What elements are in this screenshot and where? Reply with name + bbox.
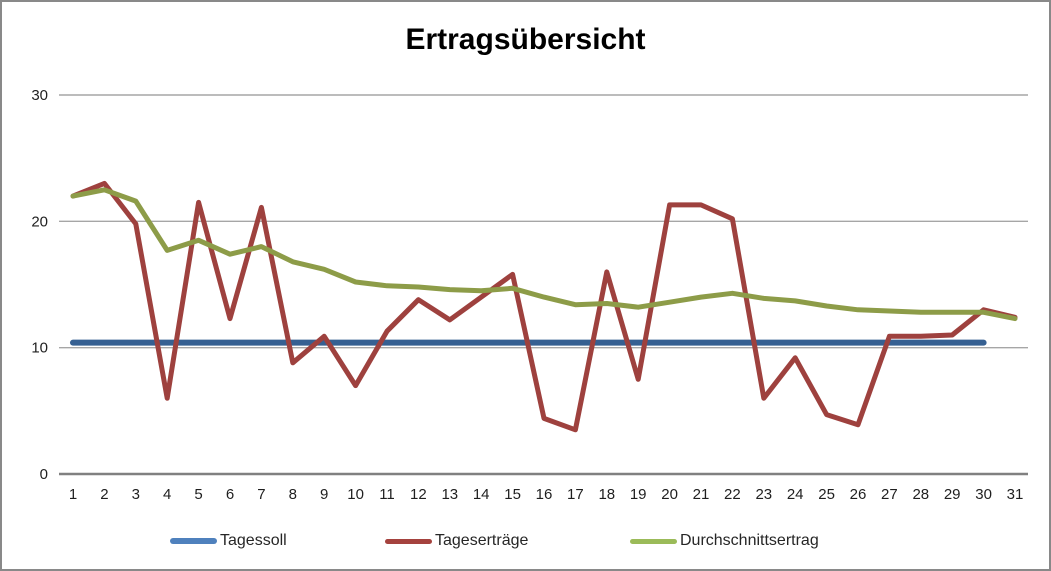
- svg-text:10: 10: [31, 340, 48, 357]
- legend-item-tagessoll: Tagessoll: [170, 531, 287, 551]
- tagesertraege-line-swatch-icon: [385, 538, 432, 544]
- legend-label-tagessoll: Tagessoll: [220, 532, 287, 549]
- svg-text:8: 8: [289, 486, 297, 503]
- svg-text:28: 28: [912, 486, 929, 503]
- svg-text:18: 18: [598, 486, 615, 503]
- svg-text:26: 26: [850, 486, 867, 503]
- legend-item-tagesertraege: Tageserträge: [385, 531, 528, 551]
- tagessoll-line-swatch-icon: [170, 538, 217, 544]
- legend-item-durchschnittsertrag: Durchschnittsertrag: [630, 531, 819, 551]
- svg-text:15: 15: [504, 486, 521, 503]
- svg-text:9: 9: [320, 486, 328, 503]
- svg-text:20: 20: [661, 486, 678, 503]
- svg-text:12: 12: [410, 486, 427, 503]
- svg-text:20: 20: [31, 213, 48, 230]
- legend-label-tagesertraege: Tageserträge: [435, 532, 529, 549]
- svg-text:2: 2: [100, 486, 108, 503]
- svg-text:24: 24: [787, 486, 804, 503]
- svg-text:3: 3: [132, 486, 140, 503]
- svg-text:30: 30: [31, 87, 48, 104]
- svg-text:21: 21: [693, 486, 710, 503]
- svg-text:29: 29: [944, 486, 961, 503]
- svg-text:7: 7: [257, 486, 265, 503]
- svg-text:30: 30: [975, 486, 992, 503]
- svg-text:4: 4: [163, 486, 171, 503]
- legend: Tagessoll Tageserträge Durchschnittsertr…: [2, 531, 1049, 553]
- svg-text:10: 10: [347, 486, 364, 503]
- chart-title: Ertragsübersicht: [405, 23, 646, 56]
- svg-text:13: 13: [441, 486, 458, 503]
- svg-text:14: 14: [473, 486, 490, 503]
- svg-text:25: 25: [818, 486, 835, 503]
- svg-text:6: 6: [226, 486, 234, 503]
- svg-text:16: 16: [536, 486, 553, 503]
- durchschnittsertrag-line-swatch-icon: [630, 538, 677, 544]
- svg-text:19: 19: [630, 486, 647, 503]
- svg-text:1: 1: [69, 486, 77, 503]
- legend-label-durchschnittsertrag: Durchschnittsertrag: [680, 532, 819, 549]
- svg-text:23: 23: [755, 486, 772, 503]
- svg-text:22: 22: [724, 486, 741, 503]
- svg-text:17: 17: [567, 486, 584, 503]
- svg-text:11: 11: [379, 486, 395, 503]
- svg-text:5: 5: [194, 486, 202, 503]
- svg-text:0: 0: [40, 466, 48, 483]
- svg-text:27: 27: [881, 486, 898, 503]
- svg-text:31: 31: [1007, 486, 1024, 503]
